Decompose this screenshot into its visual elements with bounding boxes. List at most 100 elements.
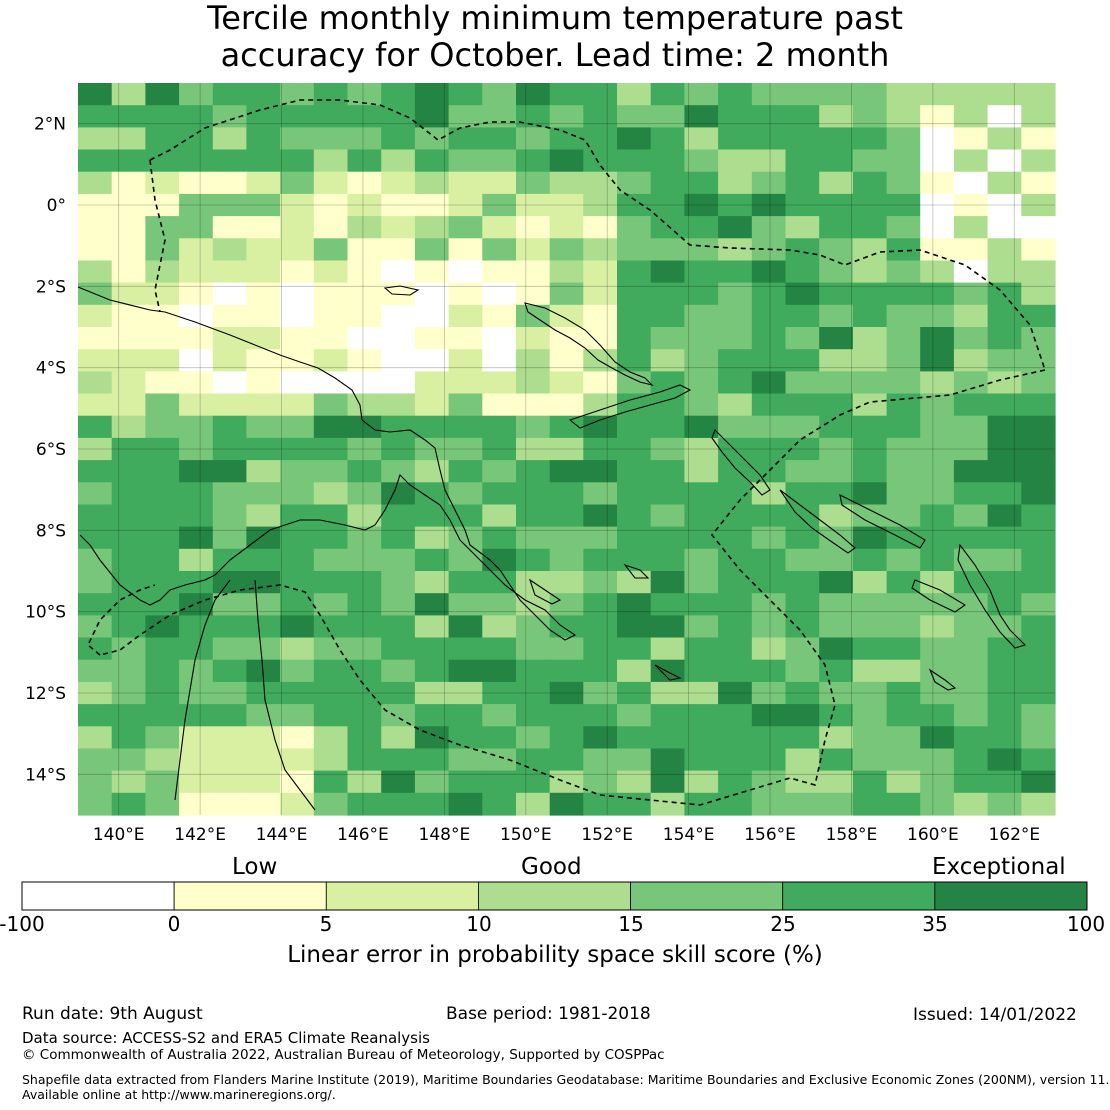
skill-cell: [246, 748, 281, 772]
skill-cell: [583, 504, 618, 528]
skill-cell: [381, 238, 416, 262]
skill-cell: [953, 260, 989, 284]
skill-cell: [212, 460, 248, 483]
skill-cell: [819, 171, 854, 195]
skill-cell: [987, 127, 1022, 151]
skill-cell: [313, 216, 349, 239]
skill-cell: [819, 792, 854, 816]
skill-cell: [1021, 704, 1056, 727]
skill-cell: [684, 571, 719, 594]
skill-cell: [347, 704, 382, 727]
skill-cell: [718, 393, 753, 417]
skill-cell: [617, 371, 652, 395]
skill-cell: [78, 327, 113, 350]
skill-cell: [617, 238, 652, 262]
skill-cell: [78, 637, 113, 661]
skill-cell: [650, 681, 685, 705]
skill-cell: [684, 437, 719, 461]
skill-cell: [78, 526, 113, 550]
skill-cell: [549, 371, 584, 395]
skill-cell: [987, 615, 1022, 639]
skill-cell: [920, 304, 955, 328]
skill-cell: [751, 327, 787, 350]
skill-cell: [920, 83, 955, 106]
skill-cell: [516, 304, 551, 328]
skill-cell: [381, 349, 416, 372]
skill-cell: [718, 548, 753, 572]
skill-cell: [280, 548, 315, 572]
skill-cell: [414, 615, 450, 639]
skill-cell: [381, 548, 416, 572]
skill-cell: [886, 726, 921, 750]
skill-cell: [718, 105, 753, 128]
skill-cell: [684, 216, 719, 239]
skill-cell: [313, 659, 349, 683]
skill-cell: [617, 193, 652, 217]
skill-cell: [886, 371, 921, 395]
skill-cell: [617, 171, 652, 195]
skill-cell: [987, 216, 1022, 239]
skill-cell: [549, 726, 584, 750]
skill-cell: [920, 681, 955, 705]
skill-cell: [246, 571, 281, 594]
skill-cell: [111, 593, 146, 616]
skill-cell: [953, 393, 989, 417]
skill-cell: [852, 193, 888, 217]
skill-cell: [684, 260, 719, 284]
eez-indonesia-border: [149, 159, 166, 313]
skill-cell: [212, 171, 248, 195]
skill-cell: [414, 571, 450, 594]
skill-cell: [819, 105, 854, 128]
cape-york-coast: [254, 579, 316, 811]
skill-cell: [819, 460, 854, 483]
skill-cell: [987, 770, 1022, 794]
skill-cell: [785, 792, 820, 816]
skill-cell: [482, 637, 517, 661]
skill-cell: [78, 149, 113, 173]
skill-cell: [785, 482, 820, 506]
skill-cell: [987, 548, 1022, 572]
skill-cell: [852, 327, 888, 350]
longitude-tick-label: 144°E: [256, 825, 308, 845]
skill-cell: [886, 349, 921, 372]
skill-cell: [212, 260, 248, 284]
skill-cell: [549, 526, 584, 550]
skill-cell: [785, 105, 820, 128]
eez-png-east: [99, 369, 1046, 806]
skill-cell: [785, 149, 820, 173]
skill-cell: [280, 748, 315, 772]
skill-cell: [111, 127, 146, 151]
skill-cell: [212, 238, 248, 262]
skill-cell: [482, 304, 517, 328]
latitude-tick-label: 2°S: [36, 277, 66, 297]
skill-cell: [785, 171, 820, 195]
skill-cell: [145, 637, 180, 661]
skill-cell: [212, 681, 248, 705]
skill-cell: [1021, 282, 1056, 306]
skill-cell: [78, 460, 113, 483]
skill-cell: [145, 659, 180, 683]
skill-cell: [448, 659, 483, 683]
map-title-line-1: Tercile monthly minimum temperature past: [207, 0, 903, 37]
skill-cell: [987, 83, 1022, 106]
skill-cell: [78, 238, 113, 262]
skill-cell: [819, 216, 854, 239]
skill-cell: [920, 460, 955, 483]
skill-cell: [179, 349, 214, 372]
skill-cell: [920, 704, 955, 727]
latitude-tick-label: 6°S: [36, 440, 66, 460]
skill-cell: [448, 681, 483, 705]
skill-cell: [1021, 748, 1056, 772]
skill-cell: [381, 260, 416, 284]
skill-cell: [347, 171, 382, 195]
skill-cell: [953, 415, 989, 439]
skill-cell: [78, 548, 113, 572]
longitude-tick-label: 146°E: [337, 825, 389, 845]
skill-cell: [212, 282, 248, 306]
skill-cell: [145, 260, 180, 284]
colorbar-segment: [21, 881, 175, 911]
skill-cell: [78, 504, 113, 528]
guadalcanal-coast: [911, 579, 967, 613]
skill-cell: [920, 526, 955, 550]
skill-cell: [414, 704, 450, 727]
